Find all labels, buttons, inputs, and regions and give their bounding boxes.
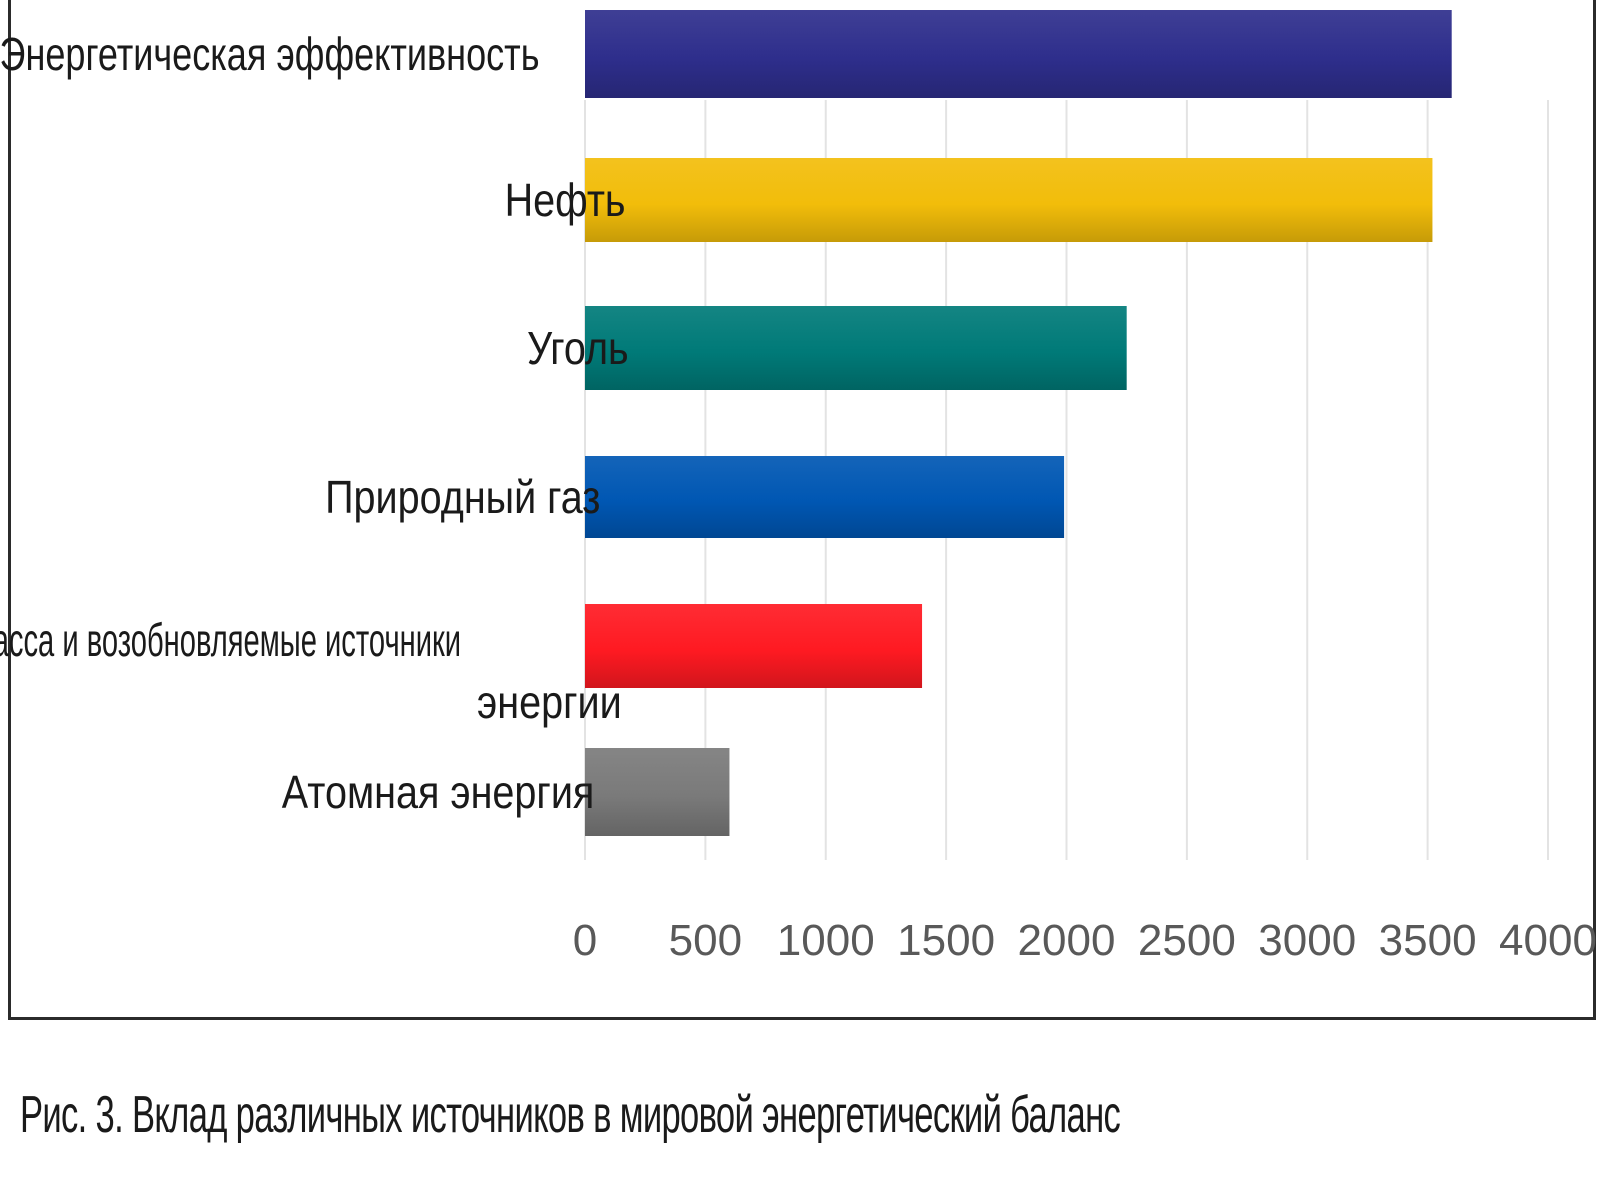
x-tick-label: 4000 bbox=[1499, 916, 1597, 965]
bar bbox=[585, 10, 1452, 98]
x-tick-label: 3000 bbox=[1258, 916, 1356, 965]
category-label: Энергетическая эффективность bbox=[0, 29, 539, 80]
x-tick-label: 0 bbox=[573, 916, 597, 965]
bar-chart: Энергетическая эффективность Нефть Уголь Пр… bbox=[0, 10, 1597, 965]
x-tick-label: 2000 bbox=[1018, 916, 1116, 965]
bar bbox=[585, 306, 1127, 390]
category-label: Биомасса и возобновляемые источники bbox=[0, 615, 461, 666]
x-tick-label: 1500 bbox=[897, 916, 995, 965]
x-tick-label: 1000 bbox=[777, 916, 875, 965]
category-label: Природный газ bbox=[325, 472, 600, 523]
x-tick-labels: 0 500 1000 1500 2000 2500 3000 3500 4000 bbox=[573, 916, 1597, 965]
category-labels: Энергетическая эффективность Нефть Уголь Пр… bbox=[0, 29, 629, 819]
bar bbox=[585, 456, 1065, 538]
x-tick-label: 500 bbox=[669, 916, 742, 965]
bar bbox=[585, 604, 923, 688]
category-label: Нефть bbox=[505, 175, 626, 226]
x-tick-label: 2500 bbox=[1138, 916, 1236, 965]
category-label: Атомная энергия bbox=[282, 767, 595, 818]
bars bbox=[585, 10, 1452, 836]
bar bbox=[585, 748, 730, 836]
category-label: Уголь bbox=[527, 323, 629, 374]
bar bbox=[585, 158, 1433, 242]
x-tick-label: 3500 bbox=[1379, 916, 1477, 965]
category-label: энергии bbox=[477, 677, 622, 728]
figure-caption: Рис. 3. Вклад различных источников в мир… bbox=[20, 1086, 1121, 1144]
